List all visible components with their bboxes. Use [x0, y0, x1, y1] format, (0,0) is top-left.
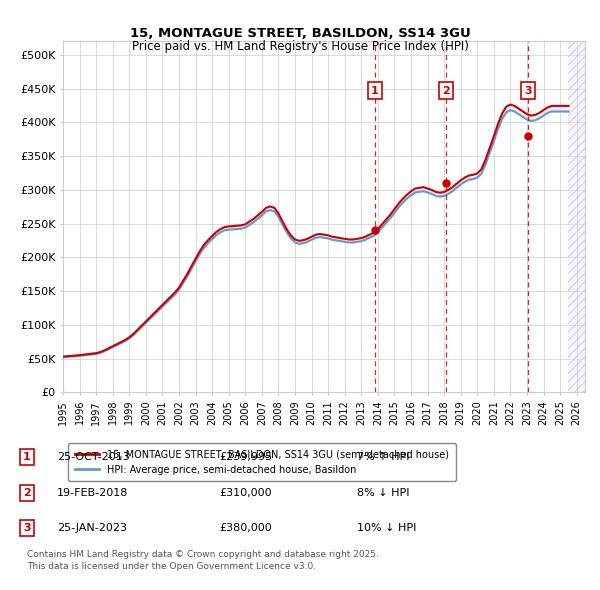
- Text: Price paid vs. HM Land Registry's House Price Index (HPI): Price paid vs. HM Land Registry's House …: [131, 40, 469, 53]
- Text: 2: 2: [23, 488, 31, 497]
- Text: £380,000: £380,000: [219, 523, 272, 533]
- Text: 2: 2: [442, 86, 450, 96]
- Text: 25-OCT-2013: 25-OCT-2013: [57, 453, 130, 462]
- Text: Contains HM Land Registry data © Crown copyright and database right 2025.
This d: Contains HM Land Registry data © Crown c…: [27, 550, 379, 571]
- Text: 19-FEB-2018: 19-FEB-2018: [57, 488, 128, 497]
- Text: 3: 3: [23, 523, 31, 533]
- Text: 25-JAN-2023: 25-JAN-2023: [57, 523, 127, 533]
- Text: 3: 3: [524, 86, 532, 96]
- Text: 1: 1: [371, 86, 379, 96]
- Text: £239,995: £239,995: [219, 453, 272, 462]
- Text: 8% ↓ HPI: 8% ↓ HPI: [357, 488, 409, 497]
- Text: £310,000: £310,000: [219, 488, 272, 497]
- Legend: 15, MONTAGUE STREET, BASILDON, SS14 3GU (semi-detached house), HPI: Average pric: 15, MONTAGUE STREET, BASILDON, SS14 3GU …: [68, 443, 455, 481]
- Text: 1: 1: [23, 453, 31, 462]
- Text: 10% ↓ HPI: 10% ↓ HPI: [357, 523, 416, 533]
- Text: 15, MONTAGUE STREET, BASILDON, SS14 3GU: 15, MONTAGUE STREET, BASILDON, SS14 3GU: [130, 27, 470, 40]
- Text: 7% ↑ HPI: 7% ↑ HPI: [357, 453, 409, 462]
